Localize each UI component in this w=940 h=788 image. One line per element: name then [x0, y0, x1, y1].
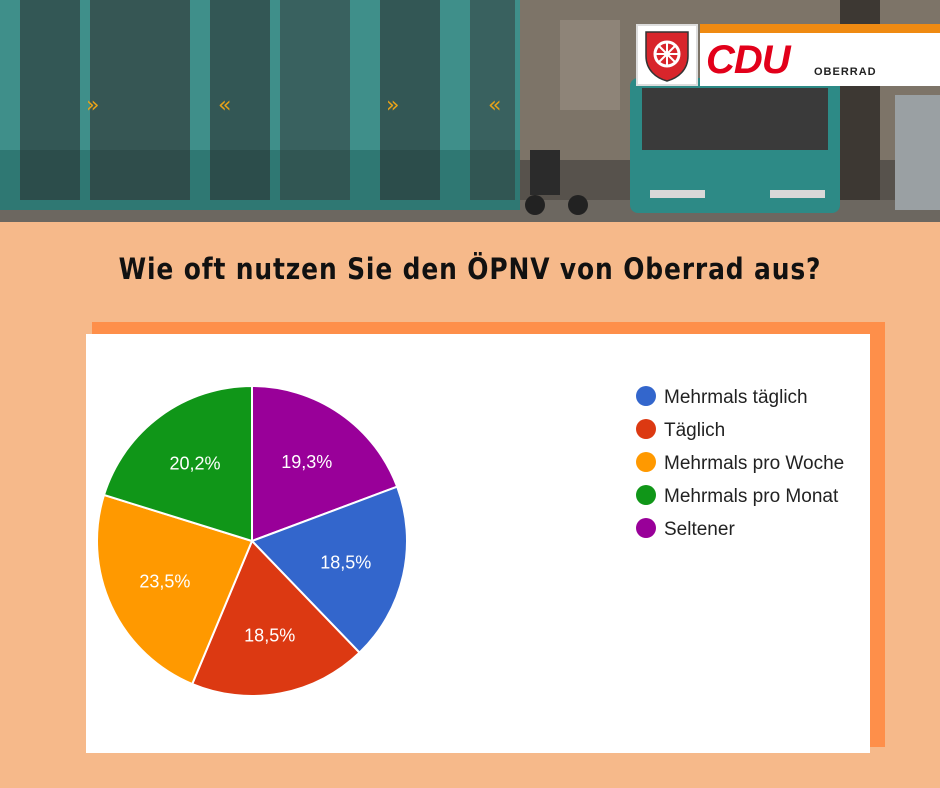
legend-swatch-2 [636, 452, 656, 472]
slice-value-label-3: 20,2% [170, 454, 221, 474]
legend-label-1: Täglich [664, 420, 725, 441]
legend-label-3: Mehrmals pro Monat [664, 486, 839, 507]
slice-value-label-4: 19,3% [281, 452, 332, 472]
legend-label-4: Seltener [664, 519, 735, 540]
pie-value-labels: 19,3% 18,5% 18,5% 23,5% 20,2% [139, 452, 371, 645]
svg-text:«: « [218, 93, 231, 118]
pie-slice-2 [96, 493, 254, 686]
cdu-logo-text: CDU [706, 38, 791, 82]
svg-text:«: « [488, 93, 501, 118]
slice-value-label-0: 18,5% [320, 552, 371, 572]
legend-swatch-0 [636, 386, 656, 406]
pie-slice-0 [250, 485, 408, 655]
local-branch-text: OBERRAD [814, 66, 877, 78]
svg-text:»: » [386, 93, 399, 118]
cdu-wordmark: CDU OBERRAD [700, 24, 940, 86]
svg-text:»: » [86, 93, 99, 118]
slice-value-label-2: 23,5% [139, 572, 190, 592]
chart-legend: Mehrmals täglich Täglich Mehrmals pro Woch… [636, 386, 844, 540]
page-title: Wie oft nutzen Sie den ÖPNV von Oberrad … [118, 252, 822, 286]
pie-chart: 19,3% 18,5% 18,5% 23,5% 20,2% Mehrmals tägli… [96, 384, 844, 697]
pie-slice-1 [190, 539, 361, 697]
brand-orange-bar [700, 24, 940, 33]
pie-slices [96, 384, 408, 697]
legend-swatch-4 [636, 518, 656, 538]
slice-value-label-1: 18,5% [244, 625, 295, 645]
pie-slice-3 [102, 384, 253, 543]
legend-label-2: Mehrmals pro Woche [664, 453, 844, 474]
chart-card: 19,3% 18,5% 18,5% 23,5% 20,2% Mehrmals tägli… [86, 334, 870, 753]
legend-swatch-1 [636, 419, 656, 439]
legend-swatch-3 [636, 485, 656, 505]
oberrad-crest-icon [636, 24, 698, 86]
legend-label-0: Mehrmals täglich [664, 387, 808, 408]
cdu-oberrad-logo: CDU OBERRAD [636, 24, 940, 86]
pie-slice-4 [251, 384, 399, 543]
